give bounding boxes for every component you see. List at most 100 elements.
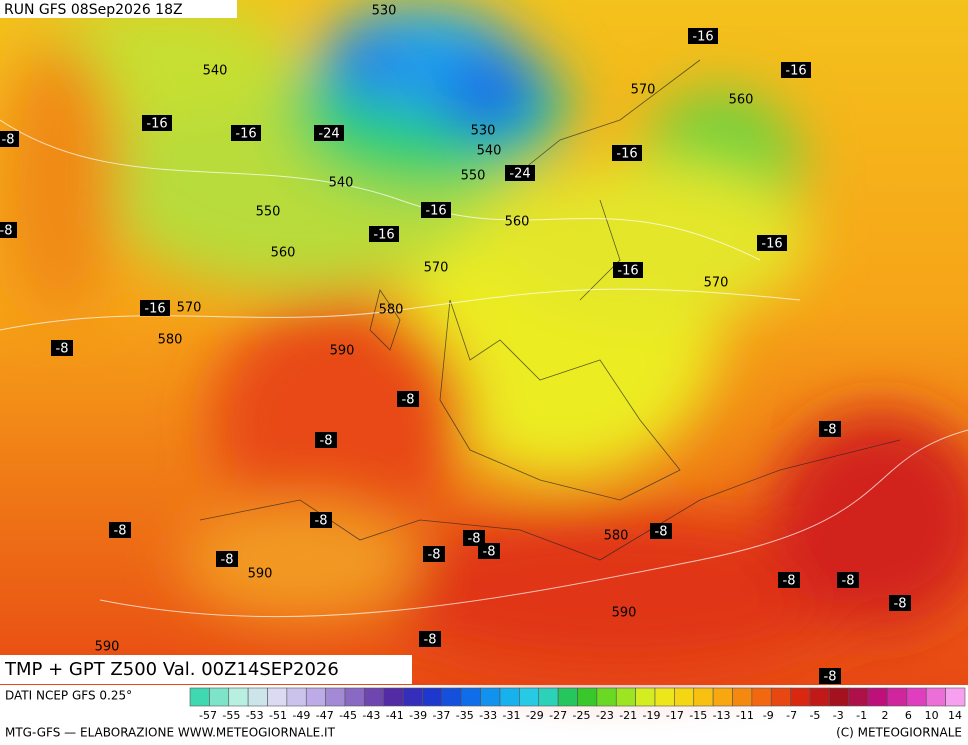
contour-label: 590 xyxy=(248,567,273,582)
contour-label-box xyxy=(650,523,672,539)
legend-label: -15 xyxy=(689,709,707,722)
legend-swatch xyxy=(189,687,210,707)
contour-label-box xyxy=(142,115,172,131)
legend-swatch xyxy=(480,687,501,707)
legend-label: 6 xyxy=(905,709,912,722)
contour-label: 540 xyxy=(477,144,502,159)
legend-swatch xyxy=(635,687,656,707)
contour-label-box xyxy=(369,226,399,242)
contour-label: -8 xyxy=(2,133,15,148)
contour-label: 550 xyxy=(256,205,281,220)
contour-label-box xyxy=(140,300,170,316)
contour-label: 570 xyxy=(424,261,449,276)
legend-swatch xyxy=(364,687,385,707)
legend-label: -55 xyxy=(222,709,240,722)
contour-label: -16 xyxy=(785,64,806,79)
contour-label: -16 xyxy=(617,264,638,279)
contour-label: -16 xyxy=(373,228,394,243)
legend-swatch xyxy=(460,687,481,707)
legend-swatch xyxy=(228,687,249,707)
legend-swatch xyxy=(344,687,365,707)
contour-label: -16 xyxy=(235,127,256,142)
legend-swatch xyxy=(751,687,772,707)
contour-label-box xyxy=(109,522,131,538)
contour-label: -8 xyxy=(428,548,441,563)
contour-label: -8 xyxy=(842,574,855,589)
contour-label: 570 xyxy=(631,83,656,98)
legend-label: -33 xyxy=(479,709,497,722)
contour-label-box xyxy=(819,668,841,684)
legend-swatch xyxy=(499,687,520,707)
contour-label-box xyxy=(688,28,718,44)
legend-label: -5 xyxy=(809,709,820,722)
legend-label: -47 xyxy=(316,709,334,722)
contour-label: -16 xyxy=(761,237,782,252)
title-box xyxy=(0,655,412,684)
legend-swatch xyxy=(247,687,268,707)
map-title: TMP + GPT Z500 Val. 00Z14SEP2026 xyxy=(4,659,339,680)
legend-label: 14 xyxy=(948,709,962,722)
legend-swatch xyxy=(209,687,230,707)
contour-label-box xyxy=(0,222,17,238)
legend-label: -57 xyxy=(199,709,217,722)
legend-label: -9 xyxy=(763,709,774,722)
contour-label-box xyxy=(889,595,911,611)
contour-label: 570 xyxy=(177,301,202,316)
legend-swatch xyxy=(538,687,559,707)
contour-label-box xyxy=(419,631,441,647)
legend-label: -43 xyxy=(362,709,380,722)
contour-label-box xyxy=(478,543,500,559)
contour-label: -16 xyxy=(692,30,713,45)
legend-label: 2 xyxy=(881,709,888,722)
contour-label: -8 xyxy=(315,514,328,529)
legend-swatch xyxy=(770,687,791,707)
legend-swatch xyxy=(305,687,326,707)
contour-label-box xyxy=(505,165,535,181)
legend-label: -11 xyxy=(736,709,754,722)
legend-label: 10 xyxy=(925,709,939,722)
run-box xyxy=(0,0,237,18)
legend-swatch xyxy=(809,687,830,707)
contour-label: -8 xyxy=(221,553,234,568)
legend-swatch xyxy=(829,687,850,707)
contour-label-box xyxy=(421,202,451,218)
legend-swatch xyxy=(848,687,869,707)
contour-label: -8 xyxy=(824,423,837,438)
legend-swatch xyxy=(674,687,695,707)
legend-swatch xyxy=(945,687,966,707)
legend-label: -41 xyxy=(386,709,404,722)
legend-label: -1 xyxy=(856,709,867,722)
legend-label: -3 xyxy=(833,709,844,722)
legend-label: -17 xyxy=(666,709,684,722)
contour-label: 540 xyxy=(203,64,228,79)
contour-label: 530 xyxy=(471,124,496,139)
legend-swatch xyxy=(867,687,888,707)
legend-swatch xyxy=(732,687,753,707)
color-legend: -57 -55 -53 -51 -49 -47 -45 -43 -41 -39 -37 -35 -33-… xyxy=(189,687,966,722)
contour-label: 590 xyxy=(330,344,355,359)
legend-swatch xyxy=(790,687,811,707)
contour-label: 530 xyxy=(372,4,397,19)
contour-label: -8 xyxy=(824,670,837,685)
footer-right: (C) METEOGIORNALE xyxy=(836,726,962,740)
contour-label-box xyxy=(837,572,859,588)
legend-label: -7 xyxy=(786,709,797,722)
contour-label: -8 xyxy=(483,545,496,560)
contour-label: 560 xyxy=(505,215,530,230)
run-label: RUN GFS 08Sep2026 18Z xyxy=(4,2,183,18)
legend-swatch xyxy=(712,687,733,707)
legend-label: -23 xyxy=(596,709,614,722)
legend-swatch xyxy=(267,687,288,707)
contour-label: -24 xyxy=(509,167,530,182)
legend-label: -31 xyxy=(502,709,520,722)
contour-label-box xyxy=(0,131,19,147)
contour-label-box xyxy=(613,262,643,278)
contour-label: 590 xyxy=(612,606,637,621)
contour-label: 560 xyxy=(271,246,296,261)
legend-swatch xyxy=(383,687,404,707)
legend-swatch xyxy=(557,687,578,707)
contour-label-box xyxy=(612,145,642,161)
contour-label-box xyxy=(423,546,445,562)
contour-label: -8 xyxy=(424,633,437,648)
